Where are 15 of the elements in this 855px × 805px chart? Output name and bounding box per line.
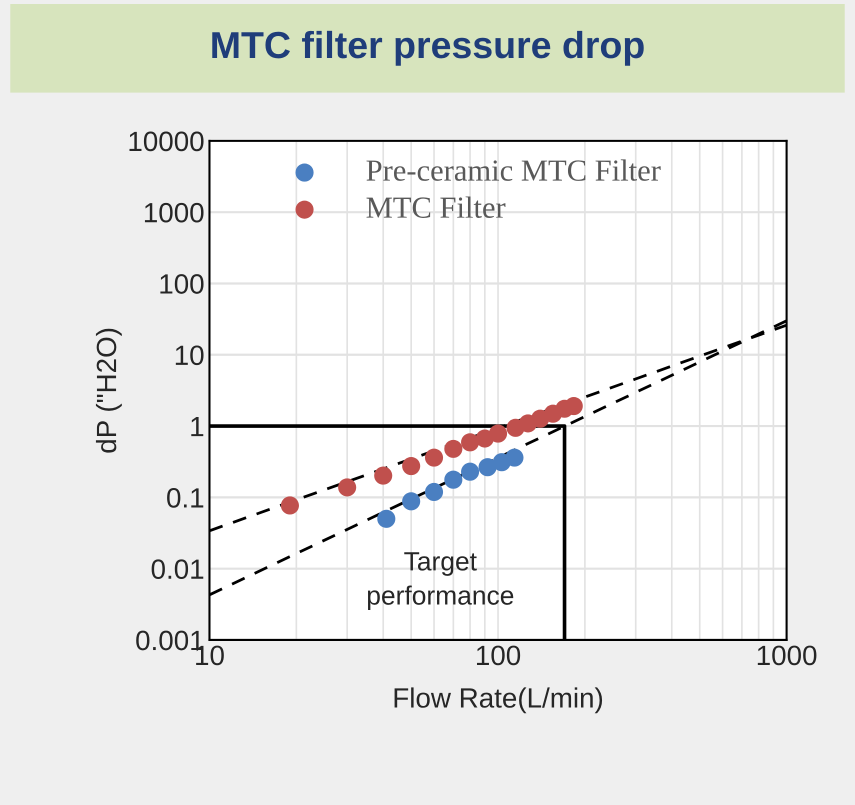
y-tick-label: 0.01 (152, 559, 204, 580)
annotation: Target performance (368, 552, 514, 610)
y-tick-label: 1000 (144, 202, 204, 223)
y-tick-label: 100 (160, 274, 204, 294)
legend-label: Pre-ceramic MTC Filter (366, 159, 661, 181)
y-tick-label: 1 (191, 417, 204, 436)
legend-label: MTC Filter (366, 196, 506, 218)
x-tick-label: 100 (476, 646, 520, 666)
y-axis-title: dP ("H2O) (96, 328, 122, 453)
chart-title: MTC filter pressure drop (212, 30, 644, 66)
x-tick-label: 1000 (758, 646, 816, 666)
x-axis-title: Flow Rate(L/min) (394, 687, 602, 714)
y-tick-label: 10000 (129, 132, 204, 152)
y-tick-label: 0.1 (167, 488, 204, 508)
y-tick-label: 10 (176, 345, 204, 366)
